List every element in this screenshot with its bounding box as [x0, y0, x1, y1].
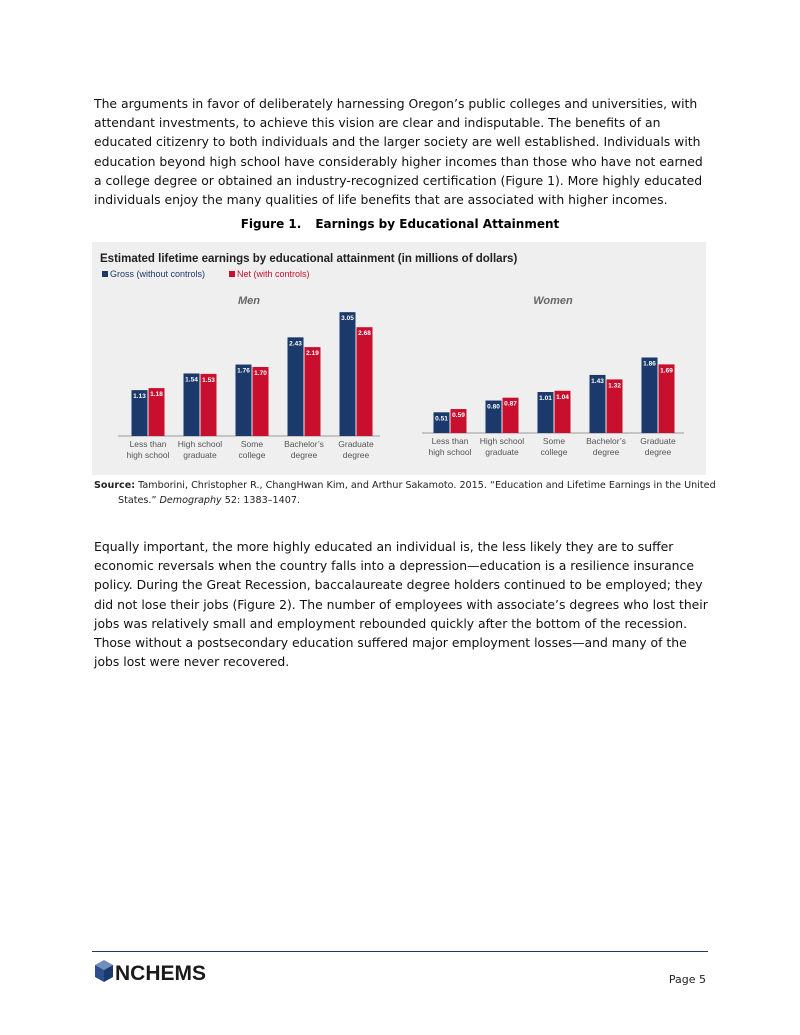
value-label: 0.87 — [504, 401, 517, 408]
value-label: 1.53 — [202, 377, 215, 384]
footer-rule — [92, 951, 708, 952]
value-label: 1.54 — [185, 376, 198, 383]
legend-label: Gross (without controls) — [110, 269, 205, 279]
category-label: Bachelor’s — [284, 439, 324, 449]
bar — [235, 364, 252, 436]
category-label: degree — [645, 447, 672, 457]
bar — [502, 397, 519, 433]
value-label: 1.04 — [556, 394, 569, 401]
value-label: 3.05 — [341, 315, 354, 322]
category-label: Less than — [432, 436, 469, 446]
chart: Estimated lifetime earnings by education… — [92, 242, 706, 475]
bar — [433, 412, 450, 433]
value-label: 1.18 — [150, 391, 163, 398]
legend-swatch — [102, 271, 108, 277]
source-journal: Demography — [159, 495, 222, 506]
category-label: graduate — [183, 450, 217, 460]
logo-cube-left — [95, 965, 104, 982]
source-label: Source: — [94, 480, 136, 491]
value-label: 0.59 — [452, 412, 465, 419]
value-label: 2.43 — [289, 340, 302, 347]
category-label: degree — [593, 447, 620, 457]
figure-label: Figure 1. — [240, 217, 302, 231]
category-label: degree — [343, 450, 370, 460]
category-label: Graduate — [338, 439, 374, 449]
bar — [339, 312, 356, 436]
logo: NCHEMS — [95, 960, 206, 985]
value-label: 1.69 — [660, 367, 673, 374]
bar — [252, 366, 269, 436]
bar — [641, 357, 658, 433]
figure-title: Earnings by Educational Attainment — [315, 217, 560, 231]
bar — [554, 390, 571, 433]
paragraph: Equally important, the more highly educa… — [94, 539, 708, 670]
value-label: 0.51 — [435, 415, 448, 422]
value-label: 1.70 — [254, 370, 267, 377]
category-label: High school — [178, 439, 223, 449]
legend-swatch — [229, 271, 235, 277]
category-label: high school — [126, 450, 169, 460]
legend-label: Net (with controls) — [237, 269, 310, 279]
category-label: high school — [428, 447, 471, 457]
category-label: Some — [241, 439, 263, 449]
bar — [183, 373, 200, 436]
logo-text: NCHEMS — [115, 962, 206, 985]
bar — [304, 347, 321, 436]
value-label: 2.68 — [358, 330, 371, 337]
value-label: 1.13 — [133, 393, 146, 400]
paragraph: The arguments in favor of deliberately h… — [94, 96, 703, 208]
bar — [450, 409, 467, 433]
bar — [537, 391, 554, 433]
bar — [287, 337, 304, 436]
bar — [131, 390, 148, 436]
category-label: Bachelor’s — [586, 436, 626, 446]
value-label: 1.86 — [643, 360, 656, 367]
category-label: college — [541, 447, 568, 457]
value-label: 1.43 — [591, 378, 604, 385]
source-text: Tamborini, Christopher R., ChangHwan Kim… — [118, 480, 716, 506]
value-label: 1.76 — [237, 368, 250, 375]
value-label: 1.01 — [539, 395, 552, 402]
source-note: Source: Tamborini, Christopher R., Chang… — [94, 478, 728, 508]
value-label: 0.80 — [487, 404, 500, 411]
panel-title: Women — [533, 295, 573, 307]
category-label: Some — [543, 436, 565, 446]
chart-title: Estimated lifetime earnings by education… — [100, 253, 517, 265]
bar — [658, 364, 675, 433]
bar — [200, 373, 217, 436]
bar — [606, 379, 623, 433]
category-label: Graduate — [640, 436, 676, 446]
category-label: graduate — [485, 447, 519, 457]
figure-caption: Figure 1. Earnings by Educational Attainm… — [0, 217, 800, 231]
bar — [356, 327, 373, 436]
category-label: degree — [291, 450, 318, 460]
bar — [589, 374, 606, 433]
value-label: 2.19 — [306, 350, 319, 357]
category-label: Less than — [130, 439, 167, 449]
bar — [485, 400, 502, 433]
panel-title: Men — [238, 295, 260, 307]
source-rest: 52: 1383–1407. — [221, 495, 300, 506]
value-label: 1.32 — [608, 382, 621, 389]
logo-cube-right — [104, 965, 113, 982]
bar — [148, 388, 165, 436]
category-label: High school — [480, 436, 525, 446]
page-number: Page 5 — [668, 973, 706, 986]
category-label: college — [239, 450, 266, 460]
